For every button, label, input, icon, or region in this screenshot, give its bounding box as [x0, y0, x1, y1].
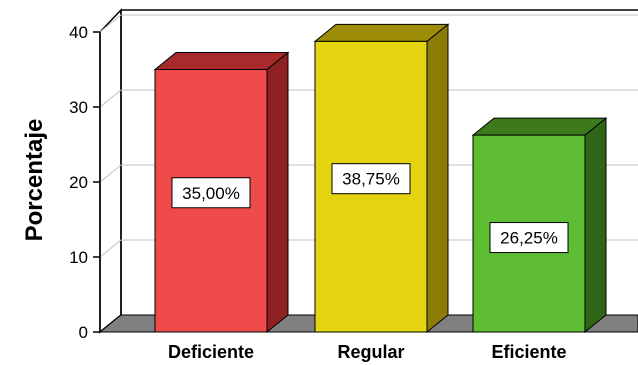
gridline-diagonal [99, 239, 122, 258]
y-tick-label: 0 [79, 323, 88, 342]
data-label: 26,25% [489, 222, 569, 254]
category-labels: Deficiente Regular Eficiente [168, 342, 567, 362]
y-axis-ticks: 0 10 20 30 40 [69, 23, 100, 342]
data-label-box [489, 222, 569, 254]
bar-regular: 38,75% [313, 23, 450, 334]
y-tick-label: 20 [69, 173, 88, 192]
bars: 35,00% 38,75% 26,25% [153, 23, 608, 334]
data-label: 35,00% [171, 177, 251, 209]
bar-side [584, 117, 607, 334]
y-axis-title: Porcentaje [21, 119, 48, 242]
data-label-box [331, 163, 411, 195]
left-wall [99, 8, 122, 334]
y-tick-label: 30 [69, 98, 88, 117]
bar-top [313, 23, 450, 42]
category-label: Regular [337, 342, 404, 362]
bar-eficiente: 26,25% [471, 117, 608, 334]
bar-top [153, 52, 290, 70]
bar-deficiente: 35,00% [153, 51, 290, 334]
y-tick-label: 10 [69, 248, 88, 267]
data-label-text: 38,75% [342, 170, 400, 189]
data-label-text: 26,25% [500, 229, 558, 248]
data-label: 38,75% [331, 163, 411, 195]
gridline-diagonal [99, 89, 122, 108]
gridline-diagonal [99, 164, 122, 183]
bar-side [426, 23, 449, 334]
bar-side [266, 51, 289, 334]
data-label-text: 35,00% [182, 184, 240, 203]
gridline-diagonal [99, 14, 122, 33]
category-label: Deficiente [168, 342, 254, 362]
data-label-box [171, 177, 251, 209]
category-label: Eficiente [491, 342, 566, 362]
bar-top [471, 117, 608, 136]
y-tick-label: 40 [69, 23, 88, 42]
